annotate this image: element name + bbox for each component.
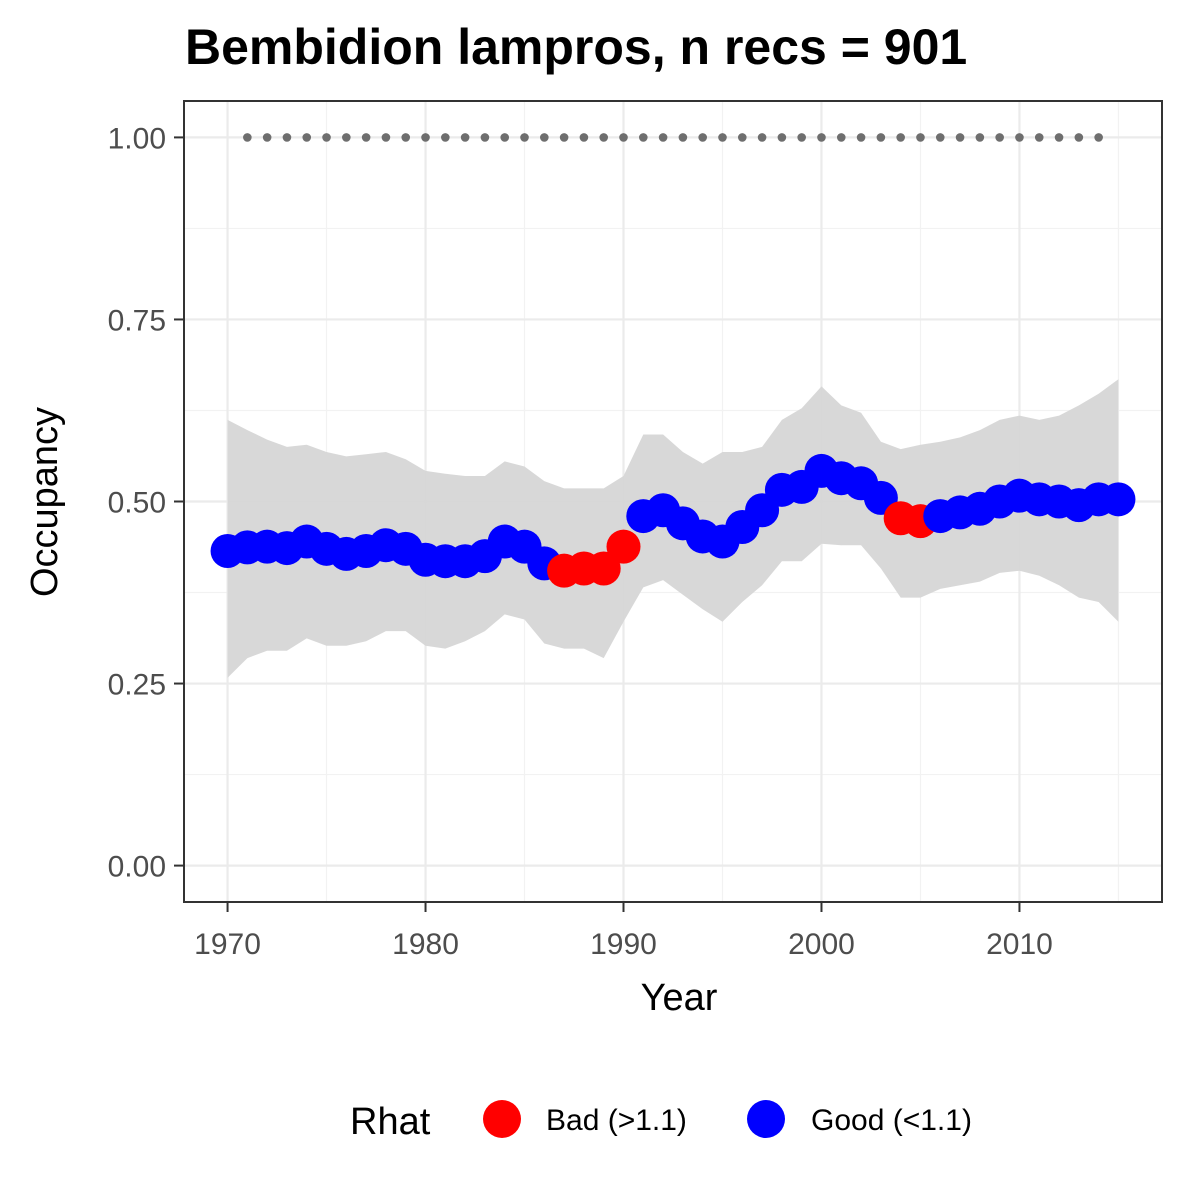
legend-label-bad: Bad (>1.1) (546, 1104, 687, 1137)
reference-point (876, 133, 886, 142)
reference-point (836, 133, 846, 142)
reference-point (480, 133, 490, 142)
legend-label-good: Good (<1.1) (811, 1104, 972, 1137)
reference-point (243, 133, 252, 142)
reference-point (540, 133, 549, 142)
x-tick-label: 2010 (986, 928, 1053, 961)
reference-point (302, 133, 312, 142)
y-tick-label: 1.00 (108, 122, 166, 155)
reference-point (262, 133, 272, 142)
reference-point (1074, 133, 1084, 142)
reference-point (777, 133, 787, 142)
chart-title: Bembidion lampros, n recs = 901 (185, 19, 967, 75)
reference-point (896, 133, 905, 142)
reference-point (955, 133, 965, 142)
reference-point (698, 133, 707, 142)
reference-point (460, 133, 470, 142)
y-tick-label: 0.75 (108, 304, 166, 337)
reference-point (520, 133, 529, 142)
reference-point (421, 133, 430, 142)
reference-point (718, 133, 727, 142)
reference-point (658, 133, 668, 142)
y-tick-label: 0.25 (108, 669, 166, 702)
data-point-good (1101, 482, 1136, 517)
x-tick-label: 2000 (788, 928, 855, 961)
data-point-bad (586, 551, 621, 586)
reference-point (282, 133, 292, 142)
reference-point (995, 133, 1004, 142)
x-tick-label: 1980 (392, 928, 459, 961)
reference-point (441, 133, 450, 142)
reference-point (619, 133, 628, 142)
occupancy-points (210, 453, 1136, 588)
reference-point (935, 133, 945, 142)
reference-point (1034, 133, 1044, 142)
reference-point (381, 133, 391, 142)
reference-point (639, 133, 648, 142)
y-tick-label: 0.50 (108, 487, 166, 520)
reference-point (559, 133, 569, 142)
reference-point (737, 133, 747, 142)
reference-point (500, 133, 510, 142)
y-axis: 0.00 0.25 0.50 0.75 1.00 (108, 122, 184, 884)
reference-series (243, 133, 1103, 142)
reference-point (856, 133, 866, 142)
reference-point (599, 133, 609, 142)
reference-point (401, 133, 411, 142)
legend-title: Rhat (350, 1101, 431, 1143)
reference-point (797, 133, 806, 142)
x-axis-title: Year (641, 977, 718, 1019)
reference-point (817, 133, 826, 142)
y-axis-title: Occupancy (24, 407, 66, 597)
legend-key-bad (483, 1100, 521, 1138)
legend: Rhat Bad (>1.1) Good (<1.1) (350, 1100, 972, 1143)
reference-point (1015, 133, 1024, 142)
data-point-bad (606, 529, 641, 564)
reference-point (757, 133, 767, 142)
x-tick-label: 1970 (194, 928, 261, 961)
x-axis: 1970 1980 1990 2000 2010 (194, 902, 1053, 961)
reference-point (678, 133, 688, 142)
y-tick-label: 0.00 (108, 851, 166, 884)
legend-key-good (747, 1100, 785, 1138)
reference-point (322, 133, 331, 142)
reference-point (361, 133, 371, 142)
x-tick-label: 1990 (590, 928, 657, 961)
reference-point (916, 133, 925, 142)
reference-point (1094, 133, 1103, 142)
reference-point (342, 133, 351, 142)
reference-point (579, 133, 589, 142)
reference-point (1054, 133, 1064, 142)
reference-point (975, 133, 985, 142)
plot-panel (183, 100, 1163, 903)
